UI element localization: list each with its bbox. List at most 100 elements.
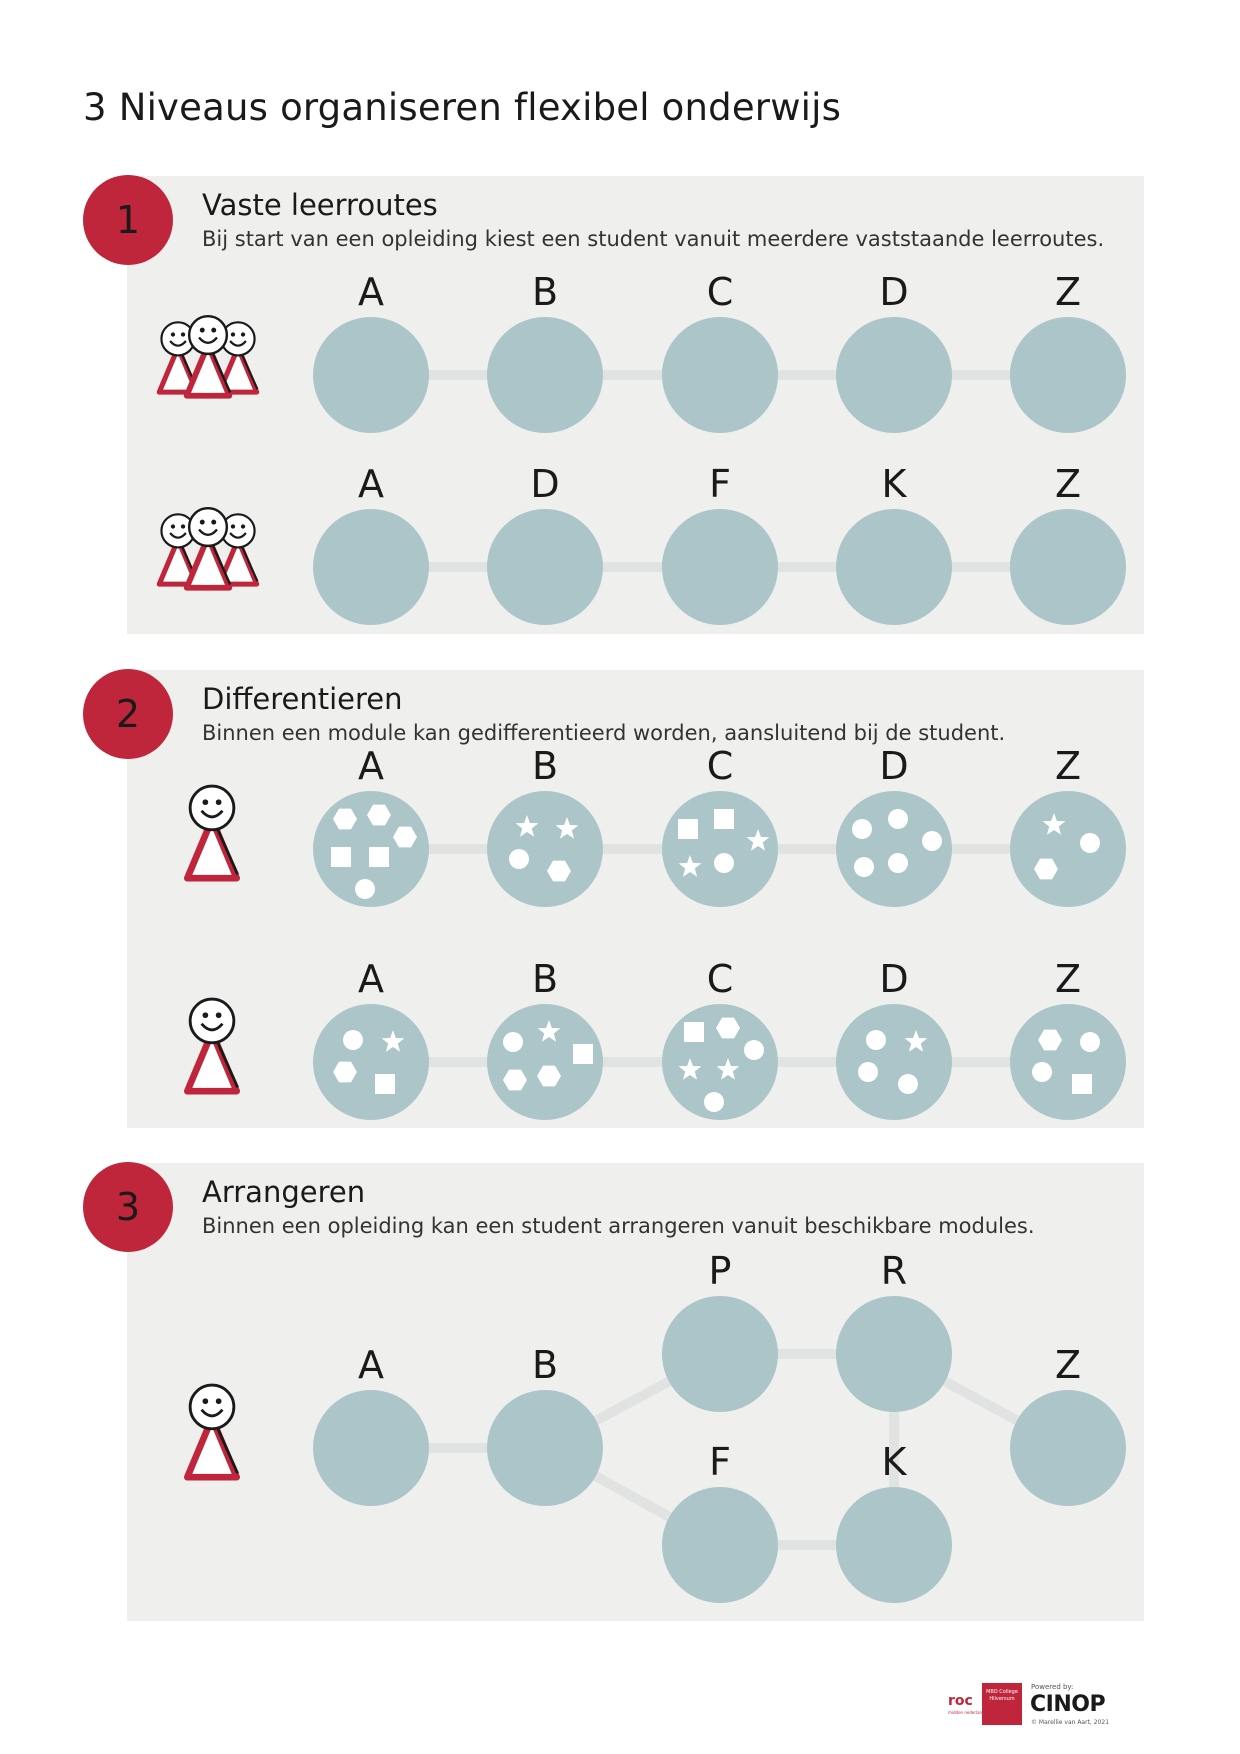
module-label: A	[358, 957, 384, 1001]
module-label: F	[709, 462, 731, 506]
powered-by-label: Powered by:	[1031, 1683, 1074, 1691]
circle-shape	[355, 879, 375, 899]
student-icon	[183, 1383, 241, 1481]
circle-shape	[888, 809, 908, 829]
hexagon-shape	[1038, 1029, 1062, 1051]
module-node	[836, 1296, 952, 1412]
module-label: Z	[1055, 462, 1081, 506]
star-shape	[381, 1030, 405, 1052]
module-node	[1010, 791, 1126, 907]
module-label: D	[879, 957, 908, 1001]
circle-shape	[922, 831, 942, 851]
module-node	[662, 791, 778, 907]
module-label: Z	[1055, 744, 1081, 788]
module-label: A	[358, 1343, 384, 1387]
roc-logo-subtitle: midden nederland	[948, 1710, 985, 1715]
module-label: B	[532, 1343, 558, 1387]
section-1-title: Vaste leerroutes	[202, 188, 438, 222]
module-label: C	[707, 957, 734, 1001]
student-icon	[216, 513, 260, 587]
star-shape	[746, 829, 770, 851]
mbo-college-logo: MBO College Hilversum	[982, 1683, 1022, 1725]
module-node	[836, 1004, 952, 1120]
square-shape	[331, 847, 351, 867]
module-node	[662, 1487, 778, 1603]
circle-shape	[888, 853, 908, 873]
module-node	[662, 1296, 778, 1412]
module-label: D	[879, 270, 908, 314]
module-node	[836, 317, 952, 433]
module-node	[836, 1487, 952, 1603]
section-2-description: Binnen een module kan gedifferentieerd w…	[202, 721, 1006, 745]
circle-shape	[509, 849, 529, 869]
circle-shape	[854, 857, 874, 877]
module-label: B	[532, 270, 558, 314]
module-node	[1010, 509, 1126, 625]
square-shape	[678, 819, 698, 839]
module-label: K	[882, 1440, 908, 1484]
hexagon-shape	[537, 1065, 561, 1087]
module-label: Z	[1055, 957, 1081, 1001]
module-node	[662, 317, 778, 433]
footer-logos: roc midden nederland MBO College Hilvers…	[940, 1683, 1140, 1729]
section-3-title: Arrangeren	[202, 1175, 366, 1209]
hexagon-shape	[1034, 858, 1058, 880]
student-icon	[183, 784, 241, 882]
module-label: B	[532, 744, 558, 788]
section-1-description: Bij start van een opleiding kiest een st…	[202, 227, 1105, 251]
module-label: P	[709, 1249, 732, 1293]
star-shape	[904, 1030, 928, 1052]
module-label: Z	[1055, 1343, 1081, 1387]
student-icon	[156, 513, 200, 587]
circle-shape	[1032, 1062, 1052, 1082]
module-label: K	[882, 462, 908, 506]
copyright-text: © Marellie van Aart, 2021	[1031, 1719, 1110, 1726]
star-shape	[555, 817, 579, 839]
module-label: D	[879, 744, 908, 788]
circle-shape	[503, 1032, 523, 1052]
module-label: C	[707, 744, 734, 788]
square-shape	[375, 1074, 395, 1094]
section-2-title: Differentieren	[202, 682, 403, 716]
section-2-badge: 2	[83, 669, 173, 759]
hexagon-shape	[716, 1017, 740, 1039]
square-shape	[369, 847, 389, 867]
module-node	[1010, 1004, 1126, 1120]
section-1-panel	[127, 176, 1144, 634]
module-label: R	[881, 1249, 907, 1293]
module-label: Z	[1055, 270, 1081, 314]
roc-logo: roc	[948, 1693, 973, 1709]
circle-shape	[744, 1040, 764, 1060]
hexagon-shape	[503, 1069, 527, 1091]
circle-shape	[898, 1074, 918, 1094]
circle-shape	[858, 1062, 878, 1082]
square-shape	[573, 1044, 593, 1064]
student-icon	[183, 997, 241, 1095]
module-node	[313, 1390, 429, 1506]
module-label: A	[358, 462, 384, 506]
star-shape	[678, 855, 702, 877]
module-node	[487, 317, 603, 433]
circle-shape	[866, 1030, 886, 1050]
module-node	[487, 1390, 603, 1506]
square-shape	[714, 809, 734, 829]
section-1-badge: 1	[83, 175, 173, 265]
module-node	[1010, 317, 1126, 433]
section-3-badge: 3	[83, 1162, 173, 1252]
module-label: A	[358, 270, 384, 314]
star-shape	[515, 815, 539, 837]
module-label: A	[358, 744, 384, 788]
student-icon	[183, 314, 233, 399]
module-node	[313, 317, 429, 433]
student-icon	[156, 321, 200, 395]
hexagon-shape	[333, 808, 357, 830]
module-node	[1010, 1390, 1126, 1506]
module-node	[836, 509, 952, 625]
circle-shape	[1080, 1032, 1100, 1052]
module-label: B	[532, 957, 558, 1001]
star-shape	[1042, 813, 1066, 835]
circle-shape	[343, 1030, 363, 1050]
square-shape	[1072, 1074, 1092, 1094]
hexagon-shape	[393, 826, 417, 848]
